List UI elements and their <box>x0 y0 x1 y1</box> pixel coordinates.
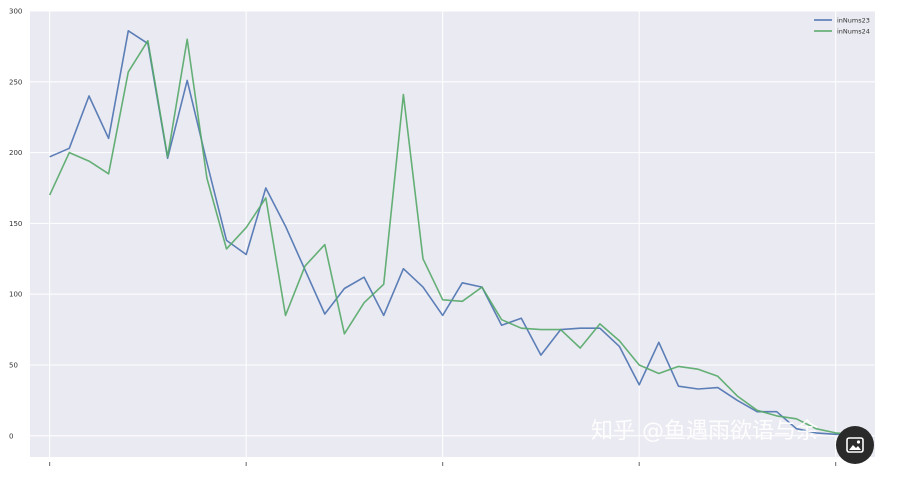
y-tick-label: 50 <box>9 361 18 369</box>
y-tick-label: 200 <box>9 149 22 157</box>
legend-label: inNums23 <box>837 16 870 24</box>
photo-badge-button[interactable] <box>836 426 874 464</box>
y-tick-label: 150 <box>9 220 22 228</box>
y-tick-label: 0 <box>9 432 13 440</box>
watermark-text: 知乎 @鱼遇雨欲语与余 <box>591 419 818 444</box>
legend-label: inNums24 <box>837 27 870 35</box>
y-tick-label: 300 <box>9 8 22 16</box>
plot-background <box>30 11 875 457</box>
photo-icon <box>846 437 864 453</box>
series-line-inNums23 <box>49 29 856 436</box>
y-tick-label: 100 <box>9 291 22 299</box>
y-tick-label: 250 <box>9 78 22 86</box>
series-line-inNums24 <box>48 38 856 436</box>
